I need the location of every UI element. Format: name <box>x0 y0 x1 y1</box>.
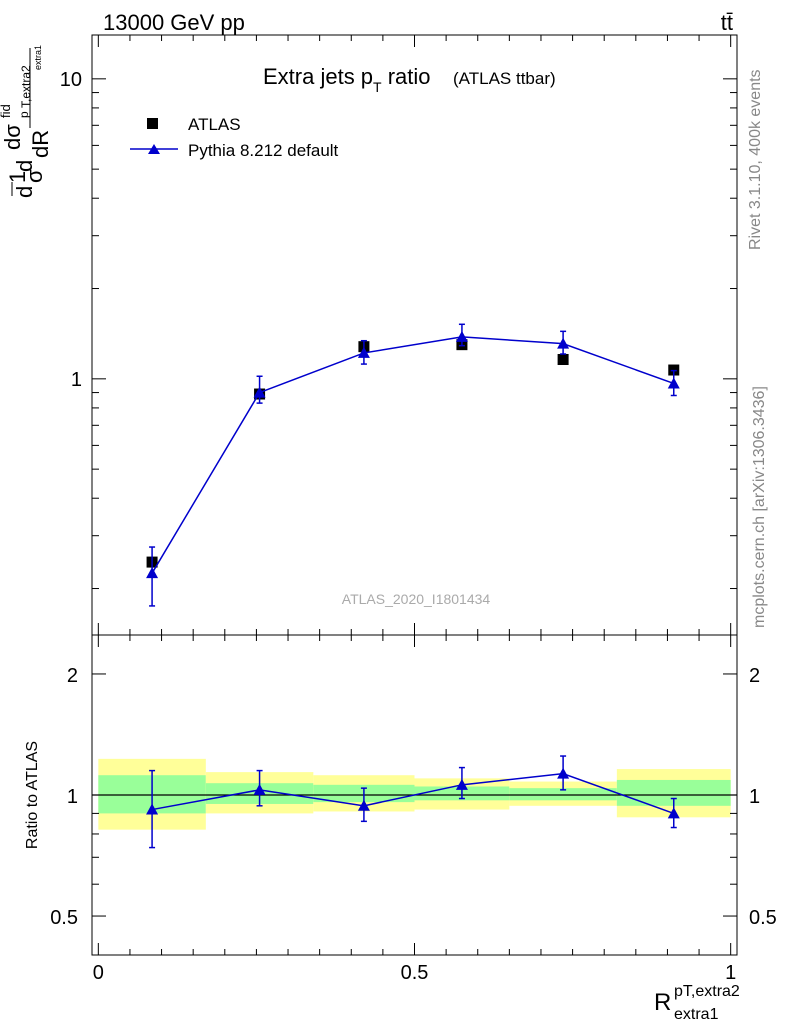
legend-pythia-marker <box>148 144 160 154</box>
svg-text:σ: σ <box>22 169 47 183</box>
pythia-point <box>253 386 266 398</box>
ratio-y-tick-label-right: 2 <box>749 665 760 687</box>
legend: ATLAS Pythia 8.212 default <box>130 115 339 160</box>
rivet-label: Rivet 3.1.10, 400k events <box>747 69 764 250</box>
ratio-tick-labels: 0.5 0.5 1 1 2 2 0 0.5 1 <box>50 665 777 984</box>
ratio-inner-band <box>509 788 617 801</box>
legend-atlas-label: ATLAS <box>188 115 241 134</box>
ratio-pythia-point <box>146 803 159 815</box>
pythia-line <box>151 336 675 574</box>
x-tick-label: 1 <box>725 962 736 984</box>
svg-text:fid: fid <box>0 104 13 118</box>
main-axis-ticks <box>92 35 737 635</box>
ratio-y-tick-label: 2 <box>67 665 78 687</box>
pythia-point <box>667 377 680 389</box>
svg-text:d: d <box>12 186 37 198</box>
main-tick-labels: 1 10 <box>60 69 82 391</box>
legend-atlas-marker <box>147 118 158 129</box>
pythia-point <box>146 567 159 579</box>
x-tick-label: 0 <box>93 962 104 984</box>
mcplots-label: mcplots.cern.ch [arXiv:1306.3436] <box>751 386 768 628</box>
ratio-y-tick-label-right: 0.5 <box>749 907 777 929</box>
svg-text:pT,extra2: pT,extra2 <box>674 983 740 1000</box>
ratio-pythia-point <box>557 767 570 779</box>
ratio-y-tick-label-right: 1 <box>749 786 760 808</box>
ratio-y-tick-label: 1 <box>67 786 78 808</box>
svg-text:extra1: extra1 <box>674 1006 719 1023</box>
pythia-point <box>455 330 468 342</box>
svg-text:dR: dR <box>28 130 53 158</box>
x-tick-label: 0.5 <box>401 962 429 984</box>
ratio-pythia-point <box>357 799 370 811</box>
main-data-layer <box>146 323 680 607</box>
svg-text:dσ: dσ <box>0 124 25 150</box>
main-y-tick-label: 10 <box>60 69 82 91</box>
svg-text:1: 1 <box>5 171 30 183</box>
ratio-pythia-line <box>151 772 675 815</box>
legend-pythia-label: Pythia 8.212 default <box>188 141 339 160</box>
ratio-y-axis-label: Ratio to ATLAS <box>24 741 41 849</box>
analysis-id: ATLAS_2020_I1801434 <box>342 591 491 607</box>
svg-text:p: p <box>17 111 31 118</box>
svg-text:R: R <box>654 989 671 1016</box>
ratio-panel: 0.5 0.5 1 1 2 2 0 0.5 1 Ratio to ATLAS R pT,extr… <box>24 634 777 1023</box>
svg-text:extra1: extra1 <box>33 45 43 70</box>
svg-text:T,extra2: T,extra2 <box>19 65 33 108</box>
ratio-axis-ticks <box>92 635 737 956</box>
main-panel: 1 10 Extra jets pT ratio (ATLAS ttbar) AT… <box>0 34 738 636</box>
pythia-point <box>357 346 370 358</box>
chart-subtitle: (ATLAS ttbar) <box>453 69 556 88</box>
main-y-tick-label: 1 <box>71 369 82 391</box>
ratio-data-layer <box>146 755 680 849</box>
energy-label: 13000 GeV pp <box>103 10 245 35</box>
svg-text:d: d <box>12 160 37 172</box>
ratio-pythia-point <box>455 778 468 790</box>
ratio-y-tick-label: 0.5 <box>50 907 78 929</box>
ratio-pythia-point <box>253 783 266 795</box>
pythia-point <box>557 337 570 349</box>
chart-title: Extra jets pT ratio <box>263 64 431 95</box>
process-label: tt̄ <box>721 10 733 35</box>
atlas-point <box>557 354 569 366</box>
main-y-axis-label: d 1 σ d dσ fid dR p T,extra2 extra1 <box>0 45 53 198</box>
x-axis-label: R pT,extra2 extra1 <box>654 983 740 1023</box>
ratio-pythia-point <box>667 807 680 819</box>
